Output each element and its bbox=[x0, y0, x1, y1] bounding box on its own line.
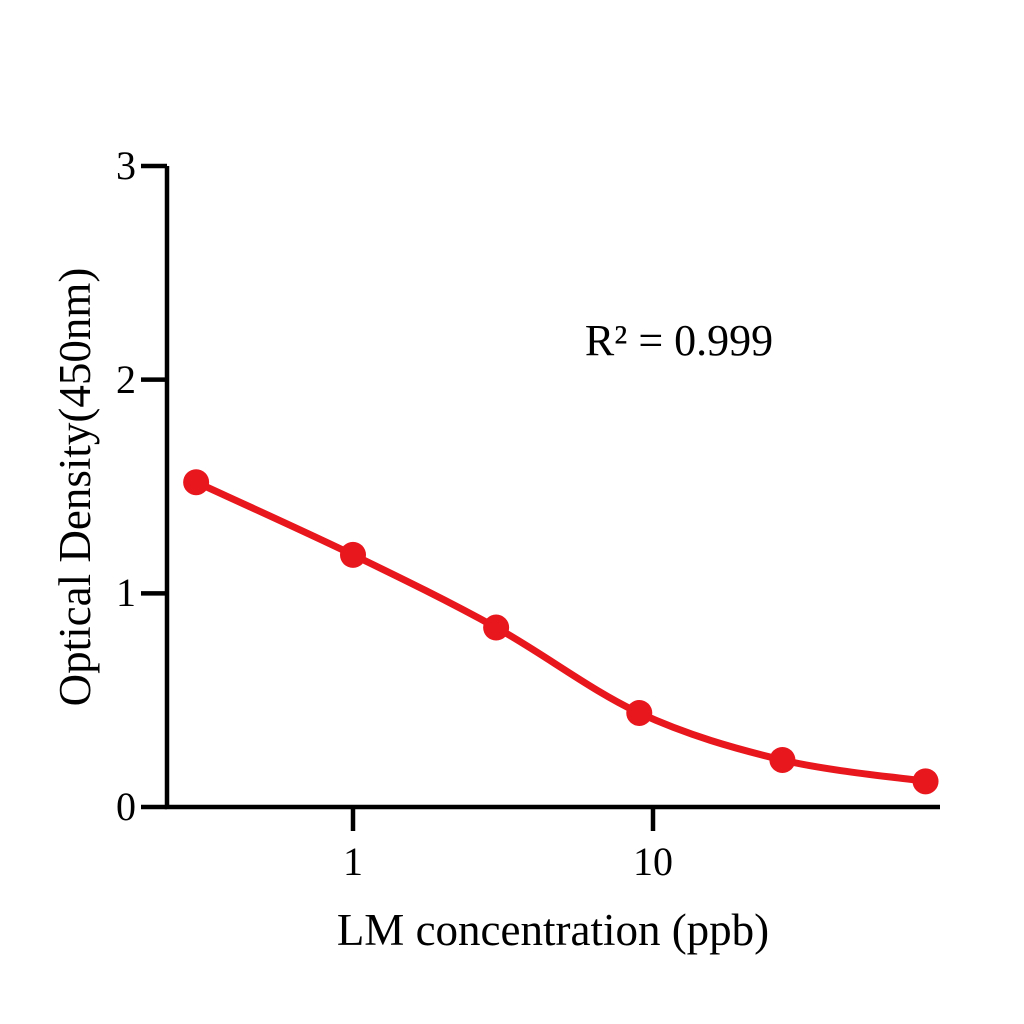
data-point bbox=[769, 746, 796, 773]
fitted-curve bbox=[192, 478, 930, 785]
y-tick-label: 2 bbox=[116, 356, 136, 402]
y-tick-label: 3 bbox=[116, 143, 136, 188]
data-point bbox=[912, 768, 939, 795]
data-point bbox=[626, 699, 653, 726]
axes-group bbox=[141, 163, 940, 831]
data-point bbox=[183, 469, 210, 496]
series-group bbox=[183, 469, 939, 795]
y-tick-label: 1 bbox=[116, 570, 136, 616]
axis-spine bbox=[164, 166, 940, 810]
x-tick-label: 10 bbox=[633, 839, 673, 884]
y-axis-title: Optical Density(450nm) bbox=[50, 267, 100, 707]
data-point bbox=[483, 614, 510, 641]
x-axis-title: LM concentration (ppb) bbox=[336, 905, 770, 955]
y-tick-label: 0 bbox=[116, 784, 136, 829]
x-tick-label: 1 bbox=[343, 839, 363, 884]
data-point bbox=[340, 541, 366, 568]
r-squared-annotation: R² = 0.999 bbox=[584, 316, 774, 365]
